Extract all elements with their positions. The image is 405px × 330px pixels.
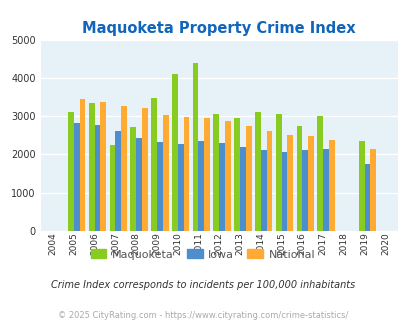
Legend: Maquoketa, Iowa, National: Maquoketa, Iowa, National [86, 245, 319, 264]
Bar [234, 118, 239, 231]
Bar [136, 138, 142, 231]
Bar [79, 99, 85, 231]
Bar [239, 147, 245, 231]
Bar [109, 145, 115, 231]
Bar [254, 112, 260, 231]
Bar [142, 108, 147, 231]
Bar [281, 152, 287, 231]
Bar [198, 141, 204, 231]
Bar [121, 106, 127, 231]
Bar [219, 143, 224, 231]
Bar [328, 140, 334, 231]
Bar [171, 74, 177, 231]
Bar [287, 135, 292, 231]
Bar [68, 112, 74, 231]
Bar [183, 117, 189, 231]
Bar [162, 115, 168, 231]
Bar [74, 123, 79, 231]
Text: © 2025 CityRating.com - https://www.cityrating.com/crime-statistics/: © 2025 CityRating.com - https://www.city… [58, 311, 347, 320]
Text: Crime Index corresponds to incidents per 100,000 inhabitants: Crime Index corresponds to incidents per… [51, 280, 354, 290]
Bar [296, 126, 302, 231]
Bar [130, 127, 136, 231]
Bar [115, 131, 121, 231]
Bar [369, 149, 375, 231]
Bar [192, 63, 198, 231]
Bar [89, 103, 94, 231]
Bar [204, 118, 209, 231]
Bar [157, 142, 162, 231]
Bar [94, 125, 100, 231]
Title: Maquoketa Property Crime Index: Maquoketa Property Crime Index [82, 21, 355, 36]
Bar [364, 164, 369, 231]
Bar [260, 150, 266, 231]
Bar [316, 116, 322, 231]
Bar [302, 150, 307, 231]
Bar [322, 149, 328, 231]
Bar [358, 142, 364, 231]
Bar [245, 126, 251, 231]
Bar [224, 121, 230, 231]
Bar [177, 144, 183, 231]
Bar [213, 114, 219, 231]
Bar [266, 131, 272, 231]
Bar [151, 98, 157, 231]
Bar [100, 102, 106, 231]
Bar [275, 114, 281, 231]
Bar [307, 136, 313, 231]
